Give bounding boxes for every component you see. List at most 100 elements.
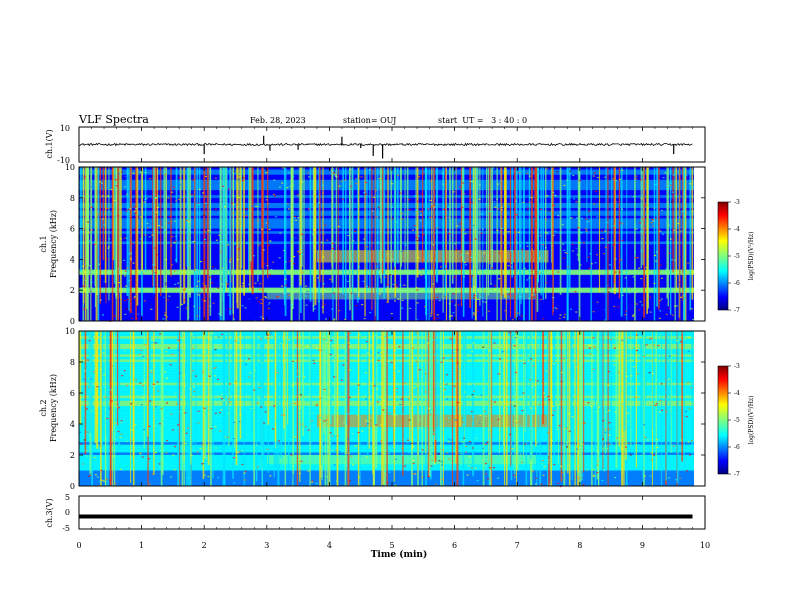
spectrogram-speckle xyxy=(471,382,474,384)
spectrogram-speckle xyxy=(317,202,320,204)
spectrogram-speckle xyxy=(578,180,581,182)
spectrogram-speckle xyxy=(304,351,307,354)
spectrogram-speckle xyxy=(149,226,152,228)
freq-tick-label: 6 xyxy=(70,225,75,234)
spectrogram-speckle xyxy=(654,404,657,407)
spectrogram-speckle xyxy=(349,168,352,170)
spectrogram-speckle xyxy=(338,450,341,453)
spectrogram-speckle xyxy=(430,206,433,208)
spectrogram-speckle xyxy=(193,240,196,242)
spectrogram-speckle xyxy=(99,271,102,273)
spectrogram-speckle xyxy=(463,193,466,195)
spectrogram-speckle xyxy=(613,347,616,349)
spectrogram-speckle xyxy=(542,243,545,246)
spectrogram-speckle xyxy=(548,399,551,401)
spectrogram-speckle xyxy=(440,464,443,466)
spectrogram-speckle xyxy=(522,392,525,394)
spectrogram-speckle xyxy=(408,209,411,211)
spectrogram-speckle xyxy=(378,177,381,180)
spectrogram-speckle xyxy=(425,369,428,371)
spectrogram-speckle xyxy=(106,258,109,260)
spectrogram-speckle xyxy=(589,253,592,255)
sferic-streak xyxy=(107,331,109,486)
sferic-streak xyxy=(522,331,524,457)
spectrogram-speckle xyxy=(388,332,391,334)
spectrogram-speckle xyxy=(123,350,126,352)
spectrogram-speckle xyxy=(294,401,297,404)
spectrogram-speckle xyxy=(258,398,261,400)
spectrogram-speckle xyxy=(671,314,674,316)
spectrogram-speckle xyxy=(574,347,577,350)
spectrogram-speckle xyxy=(484,301,487,303)
sferic-streak xyxy=(347,331,350,486)
spectrogram-speckle xyxy=(410,442,413,445)
spectrogram-speckle xyxy=(442,357,445,359)
spectrogram-speckle xyxy=(348,452,351,454)
sferic-streak xyxy=(461,167,464,262)
spectrogram-speckle xyxy=(634,251,637,253)
spectrogram-band xyxy=(79,282,694,286)
spectrogram-speckle xyxy=(505,289,508,291)
spectrogram-speckle xyxy=(260,298,263,301)
spectrogram-speckle xyxy=(666,241,669,243)
spectrogram-speckle xyxy=(566,392,569,394)
sferic-streak xyxy=(505,331,508,486)
spectrogram-speckle xyxy=(477,298,480,300)
spectrogram-speckle xyxy=(193,305,196,307)
sferic-streak xyxy=(284,167,287,317)
sferic-streak xyxy=(259,331,262,447)
spectrogram-speckle xyxy=(347,235,350,237)
spectrogram-speckle xyxy=(312,229,315,231)
spectrogram-speckle xyxy=(538,428,541,430)
spectrogram-speckle xyxy=(288,260,291,262)
spectrogram-speckle xyxy=(394,458,397,460)
sferic-streak xyxy=(451,331,453,486)
spectrogram-speckle xyxy=(275,216,278,218)
spectrogram-speckle xyxy=(287,381,290,383)
spectrogram-speckle xyxy=(349,369,352,371)
spectrogram-speckle xyxy=(121,171,124,173)
spectrogram-speckle xyxy=(395,387,398,390)
spectrogram-speckle xyxy=(365,268,368,271)
spectrogram-speckle xyxy=(601,237,604,240)
sferic-streak xyxy=(402,331,404,476)
spectrogram-speckle xyxy=(167,456,170,458)
spectrogram-speckle xyxy=(196,451,199,453)
spectrogram-speckle xyxy=(553,409,556,412)
spectrogram-speckle xyxy=(85,450,88,452)
spectrogram-speckle xyxy=(204,175,207,178)
spectrogram-speckle xyxy=(448,303,451,305)
spectrogram-speckle xyxy=(687,262,690,264)
sferic-streak xyxy=(615,331,618,468)
sferic-streak xyxy=(571,331,573,481)
spectrogram-speckle xyxy=(582,422,585,424)
spectrogram-speckle xyxy=(293,217,296,219)
spectrogram-speckle xyxy=(257,220,260,222)
spectrogram-speckle xyxy=(119,474,122,476)
sferic-streak xyxy=(94,167,97,307)
spectrogram-speckle xyxy=(139,452,142,454)
sferic-streak xyxy=(186,167,189,267)
spectrogram-speckle xyxy=(80,443,83,445)
spectrogram-speckle xyxy=(129,258,132,260)
spectrogram-speckle xyxy=(675,340,678,342)
spectrogram-speckle xyxy=(321,293,324,295)
spectrogram-speckle xyxy=(583,422,586,424)
spectrogram-speckle xyxy=(252,286,255,288)
spectrogram-speckle xyxy=(511,448,514,450)
spectrogram-speckle xyxy=(217,378,220,381)
spectrogram-speckle xyxy=(214,267,217,270)
sferic-streak xyxy=(376,167,379,321)
spectrogram-speckle xyxy=(308,208,311,210)
spectrogram-speckle xyxy=(201,463,204,465)
spectrogram-speckle xyxy=(91,357,94,360)
spectrogram-speckle xyxy=(539,257,542,259)
spectrogram-speckle xyxy=(439,386,442,388)
spectrogram-speckle xyxy=(519,453,522,455)
spectrogram-speckle xyxy=(513,405,516,407)
spectrogram-speckle xyxy=(319,416,322,419)
sferic-streak xyxy=(153,331,155,475)
spectrogram-speckle xyxy=(171,353,174,355)
sferic-streak xyxy=(249,167,252,262)
spectrogram-speckle xyxy=(482,447,485,449)
